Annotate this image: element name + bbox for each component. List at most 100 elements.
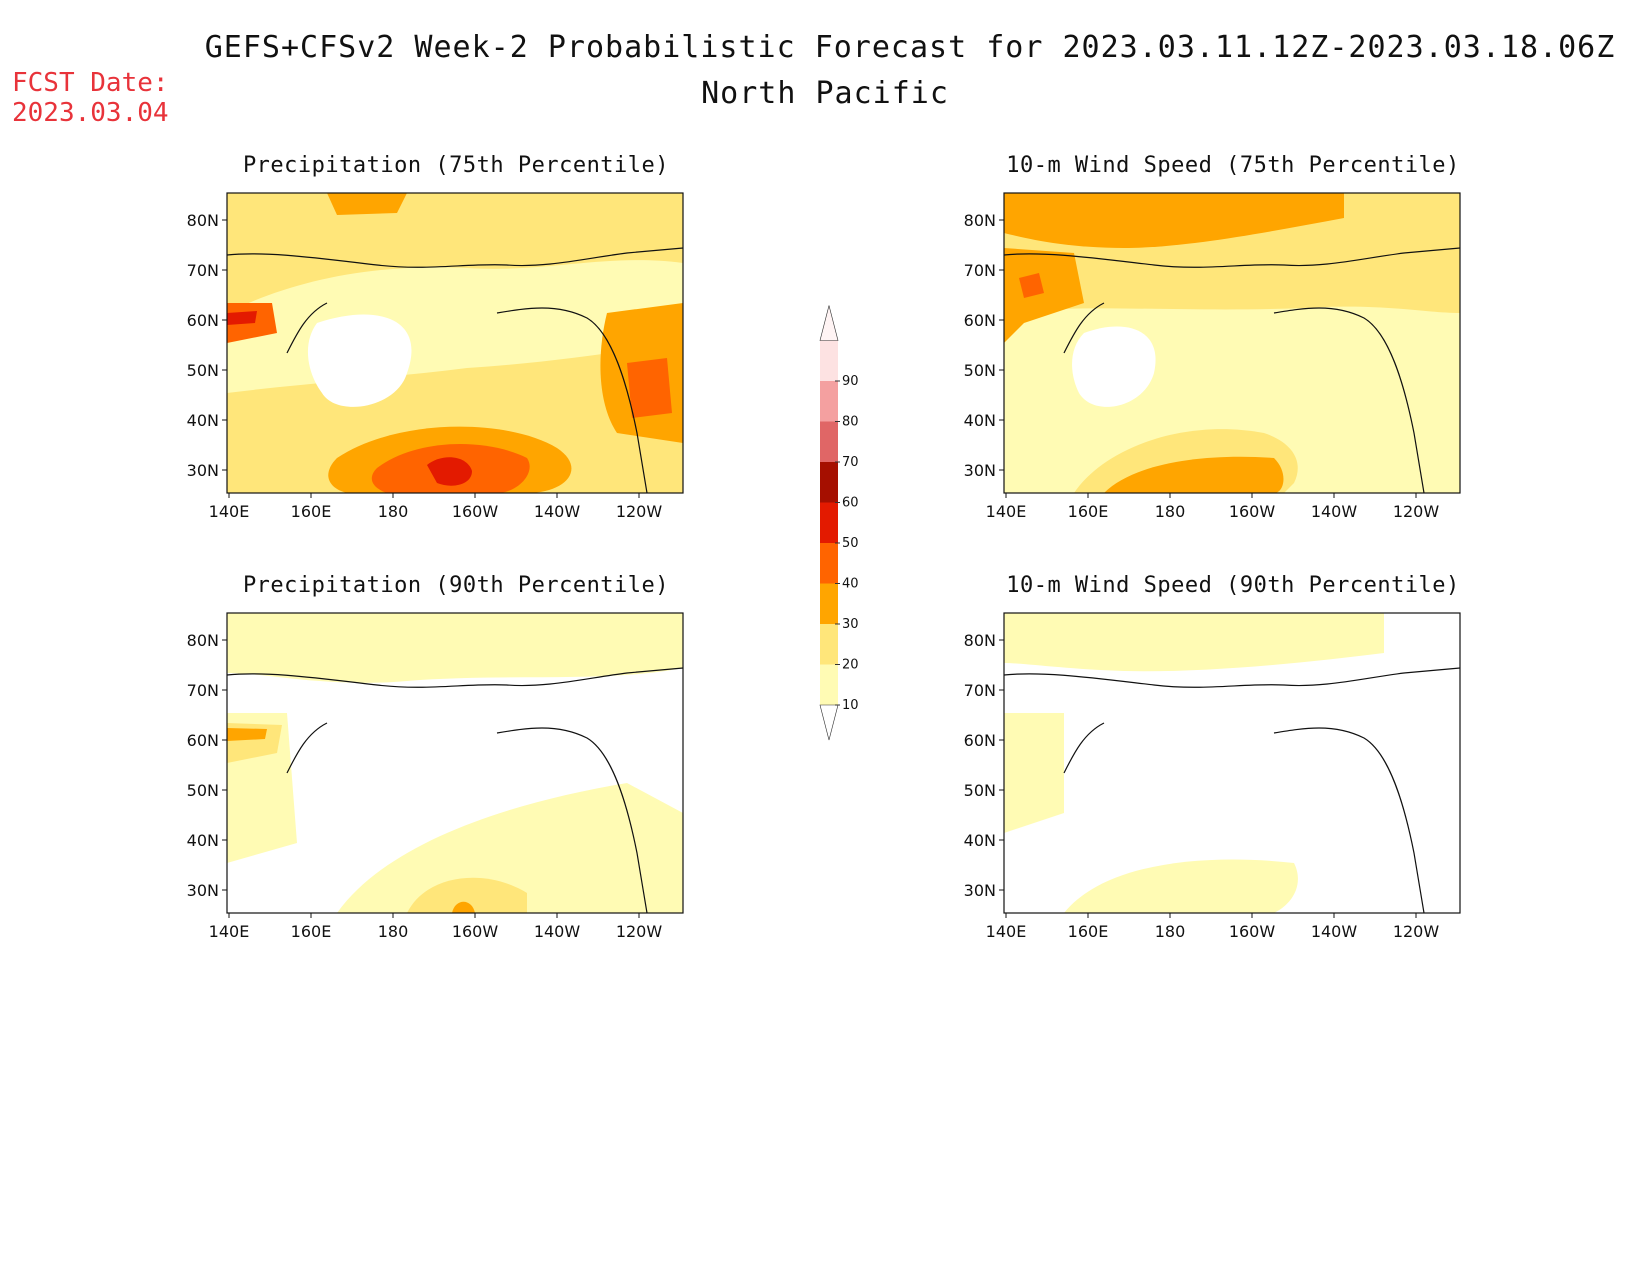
south-contour-10 — [337, 783, 683, 913]
lat-tick-label: 60N — [964, 311, 996, 330]
lat-tick-label: 70N — [187, 681, 219, 700]
axis-labels: 140E 160E 180 160W 140W 120W 80N 70N 60N 50N 40N 30… — [964, 631, 1440, 941]
lat-tick-label: 50N — [964, 361, 996, 380]
colorbar-swatch — [820, 543, 838, 584]
lat-tick-label: 80N — [964, 631, 996, 650]
colorbar-level-label: 20 — [842, 658, 859, 673]
forecast-date-block: FCST Date: 2023.03.04 — [12, 68, 169, 128]
panel-title-wind75: 10-m Wind Speed (75th Percentile) — [1006, 153, 1460, 178]
lon-tick-label: 160E — [291, 922, 332, 941]
lon-tick-label: 180 — [1155, 922, 1186, 941]
west-contour-10 — [1004, 713, 1064, 833]
lat-tick-label: 40N — [964, 411, 996, 430]
colorbar-level-label: 30 — [842, 617, 859, 632]
blank-region — [1072, 326, 1156, 407]
lat-tick-label: 60N — [187, 311, 219, 330]
colorbar-swatch — [820, 421, 838, 462]
colorbar-low-cap — [819, 704, 839, 741]
lon-tick-label: 140E — [209, 922, 250, 941]
coastline — [1003, 667, 1461, 688]
colorbar-swatch — [820, 340, 838, 381]
lat-tick-label: 80N — [187, 211, 219, 230]
lat-tick-label: 30N — [187, 461, 219, 480]
axis-labels: 140E 160E 180 160W 140W 120W 80N 70N 60N 50N 40N 30… — [187, 211, 663, 521]
map-precip75: 140E 160E 180 160W 140W 120W 80N 70N 60N 50N 40N 30… — [187, 192, 684, 521]
colorbar-high-cap — [819, 305, 839, 341]
lat-tick-label: 80N — [964, 211, 996, 230]
colorbar-level-label: 50 — [842, 536, 859, 551]
forecast-date-value: 2023.03.04 — [12, 98, 169, 128]
lon-tick-label: 140W — [534, 922, 581, 941]
colorbar-level-label: 60 — [842, 496, 859, 511]
panel-title-precip90: Precipitation (90th Percentile) — [242, 573, 670, 598]
west-coast-core — [627, 358, 672, 418]
west-contour-30 — [227, 728, 267, 741]
region-subtitle: North Pacific — [701, 76, 949, 111]
panel-title-precip75: Precipitation (75th Percentile) — [242, 153, 670, 178]
lon-tick-label: 160W — [1229, 922, 1276, 941]
lat-tick-label: 60N — [187, 731, 219, 750]
lon-tick-label: 140W — [1311, 502, 1358, 521]
coastline — [1063, 302, 1105, 354]
lat-tick-label: 70N — [187, 261, 219, 280]
lon-tick-label: 140E — [209, 502, 250, 521]
coastline — [226, 247, 684, 268]
colorbar-level-label: 80 — [842, 415, 859, 430]
lon-tick-label: 180 — [378, 502, 409, 521]
map-precip90: 140E 160E 180 160W 140W 120W 80N 70N 60N 50N 40N 30… — [187, 612, 684, 941]
lon-tick-label: 160W — [452, 502, 499, 521]
panel-title-wind90: 10-m Wind Speed (90th Percentile) — [1006, 573, 1460, 598]
coastline — [286, 722, 328, 774]
coastline — [1063, 722, 1105, 774]
lon-tick-label: 120W — [1393, 502, 1440, 521]
lon-tick-label: 120W — [616, 502, 663, 521]
blank-region — [307, 314, 412, 407]
main-title: GEFS+CFSv2 Week-2 Probabilistic Forecast… — [204, 30, 1616, 65]
lat-tick-label: 50N — [187, 781, 219, 800]
south-contour-30 — [452, 901, 475, 913]
lat-tick-label: 70N — [964, 681, 996, 700]
colorbar-level-label: 10 — [842, 698, 859, 713]
colorbar-level-label: 70 — [842, 455, 859, 470]
lat-tick-label: 50N — [187, 361, 219, 380]
arctic-contour-10 — [1004, 613, 1384, 672]
lon-tick-label: 120W — [1393, 922, 1440, 941]
lat-tick-label: 40N — [964, 831, 996, 850]
map-wind75: 140E 160E 180 160W 140W 120W 80N 70N 60N 50N 40N 30… — [964, 192, 1461, 521]
lat-tick-label: 30N — [187, 881, 219, 900]
lon-tick-label: 140E — [986, 502, 1027, 521]
lat-tick-label: 80N — [187, 631, 219, 650]
colorbar-swatch — [820, 624, 838, 665]
coastline — [1003, 247, 1461, 268]
lon-tick-label: 180 — [1155, 502, 1186, 521]
arctic-contour — [1004, 193, 1344, 248]
colorbar-swatch — [820, 664, 838, 705]
kamchatka-core — [227, 311, 257, 325]
coastline — [286, 302, 328, 354]
coastline — [1273, 727, 1425, 914]
axis-labels: 140E 160E 180 160W 140W 120W 80N 70N 60N 50N 40N 30… — [187, 631, 663, 941]
lon-tick-label: 160E — [291, 502, 332, 521]
arctic-contour-10 — [227, 613, 683, 683]
contour-30 — [1104, 456, 1284, 493]
lat-tick-label: 40N — [187, 411, 219, 430]
coastline — [496, 307, 648, 494]
lon-tick-label: 120W — [616, 922, 663, 941]
colorbar-swatch — [820, 583, 838, 624]
coastline — [1273, 307, 1425, 494]
colorbar-swatch — [820, 502, 838, 543]
lat-tick-label: 70N — [964, 261, 996, 280]
west-core — [1019, 273, 1044, 298]
lon-tick-label: 160E — [1068, 922, 1109, 941]
lon-tick-label: 160E — [1068, 502, 1109, 521]
map-frame — [226, 612, 684, 914]
coastline — [226, 667, 684, 688]
south-contour-10 — [1064, 859, 1298, 913]
lon-tick-label: 160W — [452, 922, 499, 941]
lon-tick-label: 140E — [986, 922, 1027, 941]
contour-50 — [427, 457, 472, 486]
colorbar-swatch — [820, 462, 838, 503]
lat-tick-label: 30N — [964, 881, 996, 900]
map-frame — [1003, 192, 1461, 494]
lat-tick-label: 50N — [964, 781, 996, 800]
